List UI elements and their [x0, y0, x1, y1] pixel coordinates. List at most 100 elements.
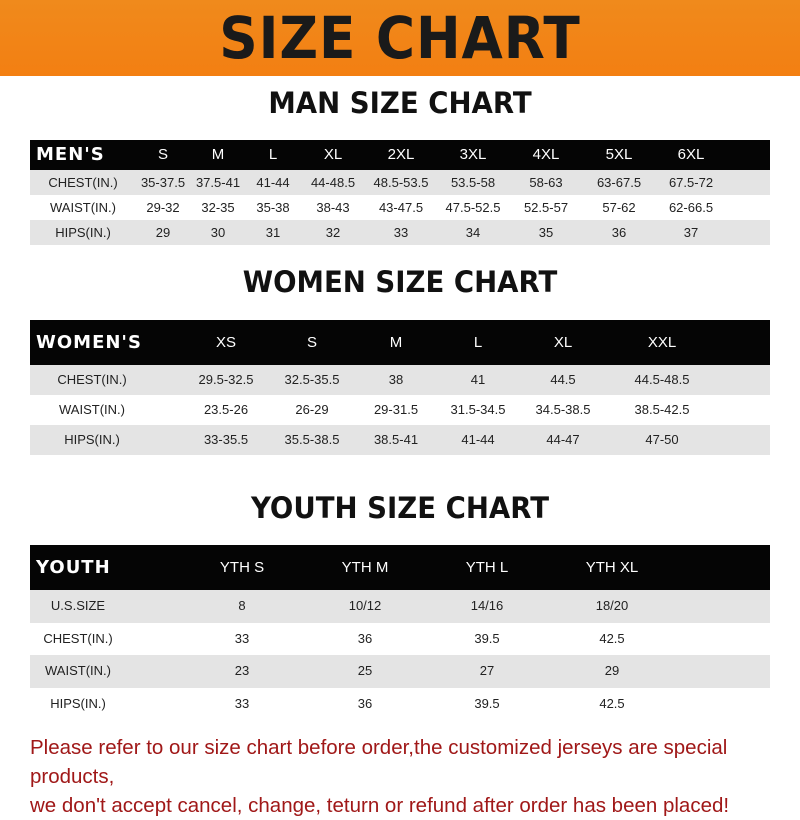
table-cell: 63-67.5: [596, 175, 642, 190]
table-cell: 32: [325, 225, 341, 240]
table-cell: YTH XL: [585, 559, 639, 576]
table-cell: 36: [611, 225, 627, 240]
table-cell: L: [473, 334, 483, 351]
table-row: WAIST(IN.) 23 25 27 29: [30, 655, 770, 688]
table-cell: 6XL: [677, 146, 705, 163]
table-row: U.S.SIZE 8 10/12 14/16 18/20: [30, 590, 770, 623]
banner: SIZE CHART: [0, 0, 800, 76]
table-cell: 14/16: [470, 598, 504, 613]
table-cell: 44.5: [550, 372, 576, 387]
table-cell: 38-43: [316, 200, 350, 215]
table-cell: 34.5-38.5: [535, 402, 591, 417]
table-cell: 23: [234, 663, 250, 678]
table-cell: S: [157, 146, 169, 163]
table-cell: 44-48.5: [310, 175, 356, 190]
table-cell: 67.5-72: [668, 175, 714, 190]
table-cell: 58-63: [529, 175, 563, 190]
table-cell: 33: [234, 630, 250, 646]
row-label: CHEST(IN.): [57, 372, 127, 387]
table-cell: M: [389, 334, 403, 351]
table-cell: 34: [465, 225, 481, 240]
table-row: HIPS(IN.) 33-35.5 35.5-38.5 38.5-41 41-44 44-…: [30, 425, 770, 455]
table-cell: 4XL: [532, 146, 560, 163]
table-cell: 53.5-58: [450, 175, 496, 190]
table-cell: 27: [479, 663, 495, 678]
table-cell: 38.5-41: [373, 432, 419, 447]
table-cell: 43-47.5: [378, 200, 424, 215]
table-cell: 47-50: [645, 432, 679, 447]
table-row: HIPS(IN.) 33 36 39.5 42.5: [30, 687, 770, 720]
table-cell: 37.5-41: [195, 175, 241, 190]
table-cell: 29-32: [146, 200, 180, 215]
table-cell: L: [268, 146, 278, 163]
table-row: CHEST(IN.) 35-37.5 37.5-41 41-44 44-48.5 48.5…: [30, 170, 770, 195]
table-cell: 42.5: [599, 695, 625, 711]
women-section-title: WOMEN SIZE CHART: [242, 265, 558, 299]
youth-size-table: YOUTH YTH S YTH M YTH L YTH XL U.S.SIZE 8 10/12…: [30, 545, 770, 720]
men-size-table: MEN'S S M L XL 2XL 3XL 4XL 5XL 6XL CHEST(IN.) 35-37…: [30, 140, 770, 245]
women-size-table: WOMEN'S XS S M L XL XXL CHEST(IN.) 29.5-32.5 32.5…: [30, 320, 770, 455]
table-cell: 32-35: [201, 200, 235, 215]
table-cell: YTH S: [219, 559, 265, 576]
table-cell: 57-62: [602, 200, 636, 215]
table-row: HIPS(IN.) 29 30 31 32 33 34 35 36 37: [30, 220, 770, 245]
table-cell: 33-35.5: [203, 432, 249, 447]
table-cell: 33: [393, 225, 409, 240]
row-label: WAIST(IN.): [50, 200, 116, 215]
table-cell: 52.5-57: [523, 200, 569, 215]
row-label: YOUTH: [36, 557, 111, 578]
table-cell: YTH L: [465, 559, 509, 576]
table-cell: 32.5-35.5: [284, 372, 340, 387]
notice-line-2: we don't accept cancel, change, teturn o…: [30, 794, 730, 817]
table-cell: XL: [323, 146, 343, 163]
table-header-row: MEN'S S M L XL 2XL 3XL 4XL 5XL 6XL: [30, 140, 770, 170]
table-cell: 5XL: [605, 146, 633, 163]
table-cell: 31: [265, 225, 281, 240]
table-cell: 31.5-34.5: [450, 402, 506, 417]
row-label: U.S.SIZE: [50, 598, 106, 613]
table-cell: 39.5: [474, 695, 500, 711]
table-cell: 44-47: [546, 432, 580, 447]
men-section-title: MAN SIZE CHART: [268, 86, 532, 120]
table-cell: 48.5-53.5: [373, 175, 429, 190]
row-label: WOMEN'S: [36, 332, 142, 353]
table-cell: XXL: [647, 334, 677, 351]
table-cell: 62-66.5: [668, 200, 714, 215]
table-cell: 29: [604, 663, 620, 678]
row-label: WAIST(IN.): [59, 402, 125, 417]
row-label: CHEST(IN.): [43, 630, 113, 646]
notice-line-1: Please refer to our size chart before or…: [30, 736, 728, 788]
table-cell: 44.5-48.5: [634, 372, 690, 387]
table-cell: 37: [683, 225, 699, 240]
table-cell: YTH M: [341, 559, 389, 576]
order-notice: Please refer to our size chart before or…: [30, 733, 790, 820]
table-row: CHEST(IN.) 33 36 39.5 42.5: [30, 622, 770, 655]
table-cell: 26-29: [295, 402, 329, 417]
table-cell: XL: [553, 334, 573, 351]
table-row: CHEST(IN.) 29.5-32.5 32.5-35.5 38 41 44.5 44.5…: [30, 365, 770, 395]
table-row: WAIST(IN.) 23.5-26 26-29 29-31.5 31.5-34.5 34…: [30, 395, 770, 425]
row-label: CHEST(IN.): [48, 175, 118, 190]
table-cell: 35-38: [256, 200, 290, 215]
table-header-row: YOUTH YTH S YTH M YTH L YTH XL: [30, 545, 770, 590]
table-cell: 42.5: [599, 630, 625, 646]
table-cell: 38: [388, 372, 404, 387]
table-cell: 35: [538, 225, 554, 240]
table-cell: 41: [470, 372, 486, 387]
table-cell: XS: [215, 334, 237, 351]
table-cell: 29: [155, 225, 171, 240]
row-label: HIPS(IN.): [55, 225, 111, 240]
table-cell: M: [211, 146, 225, 163]
table-cell: 36: [357, 630, 373, 646]
table-cell: 2XL: [387, 146, 415, 163]
table-cell: 8: [238, 598, 246, 613]
row-label: WAIST(IN.): [45, 663, 111, 678]
table-cell: 36: [357, 695, 373, 711]
table-cell: 35.5-38.5: [284, 432, 340, 447]
row-label: MEN'S: [36, 144, 105, 165]
table-cell: 33: [234, 695, 250, 711]
row-label: HIPS(IN.): [50, 695, 106, 711]
table-cell: 18/20: [595, 598, 629, 613]
table-cell: 47.5-52.5: [445, 200, 501, 215]
youth-section-title: YOUTH SIZE CHART: [250, 491, 550, 525]
